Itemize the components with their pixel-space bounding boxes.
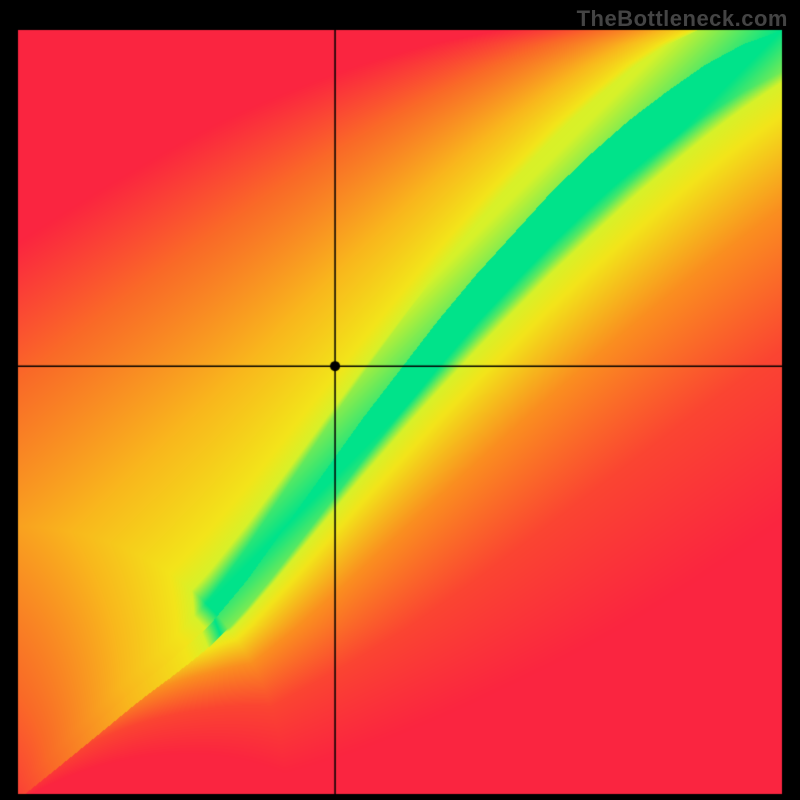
chart-container: TheBottleneck.com: [0, 0, 800, 800]
bottleneck-heatmap: [0, 0, 800, 800]
watermark-text: TheBottleneck.com: [577, 6, 788, 32]
